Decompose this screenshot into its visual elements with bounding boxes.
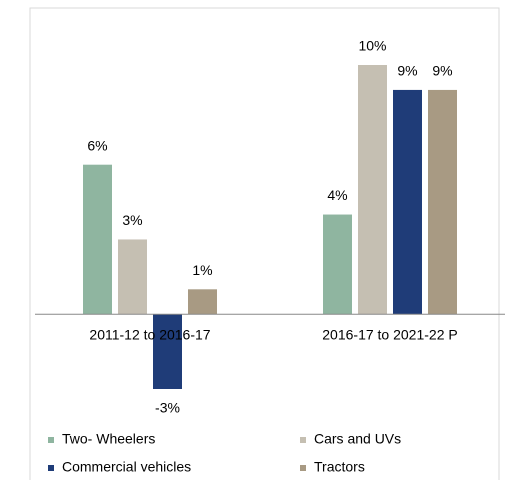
bar bbox=[393, 89, 422, 315]
bar bbox=[153, 314, 182, 389]
value-label: 6% bbox=[87, 137, 107, 153]
value-label: -3% bbox=[155, 400, 180, 416]
legend-swatch bbox=[48, 437, 54, 443]
legend-swatch bbox=[300, 437, 306, 443]
value-label: 3% bbox=[122, 212, 142, 228]
legend-label: Cars and UVs bbox=[314, 431, 401, 447]
legend-label: Tractors bbox=[314, 459, 365, 475]
bar bbox=[358, 65, 387, 315]
bar bbox=[83, 164, 112, 315]
x-tick-label: 2011-12 to 2016-17 bbox=[89, 327, 210, 343]
legend-label: Commercial vehicles bbox=[62, 459, 191, 475]
bar bbox=[428, 89, 457, 315]
bar bbox=[323, 214, 352, 315]
bar bbox=[118, 239, 147, 315]
bar bbox=[188, 289, 217, 315]
chart-frame bbox=[29, 7, 500, 480]
value-label: 10% bbox=[358, 38, 386, 54]
value-label: 9% bbox=[397, 63, 417, 79]
value-label: 9% bbox=[432, 63, 452, 79]
x-tick-label: 2016-17 to 2021-22 P bbox=[322, 327, 457, 343]
value-label: 1% bbox=[192, 262, 212, 278]
legend-swatch bbox=[48, 465, 54, 471]
value-label: 4% bbox=[327, 187, 347, 203]
legend-label: Two- Wheelers bbox=[62, 431, 155, 447]
legend-swatch bbox=[300, 465, 306, 471]
